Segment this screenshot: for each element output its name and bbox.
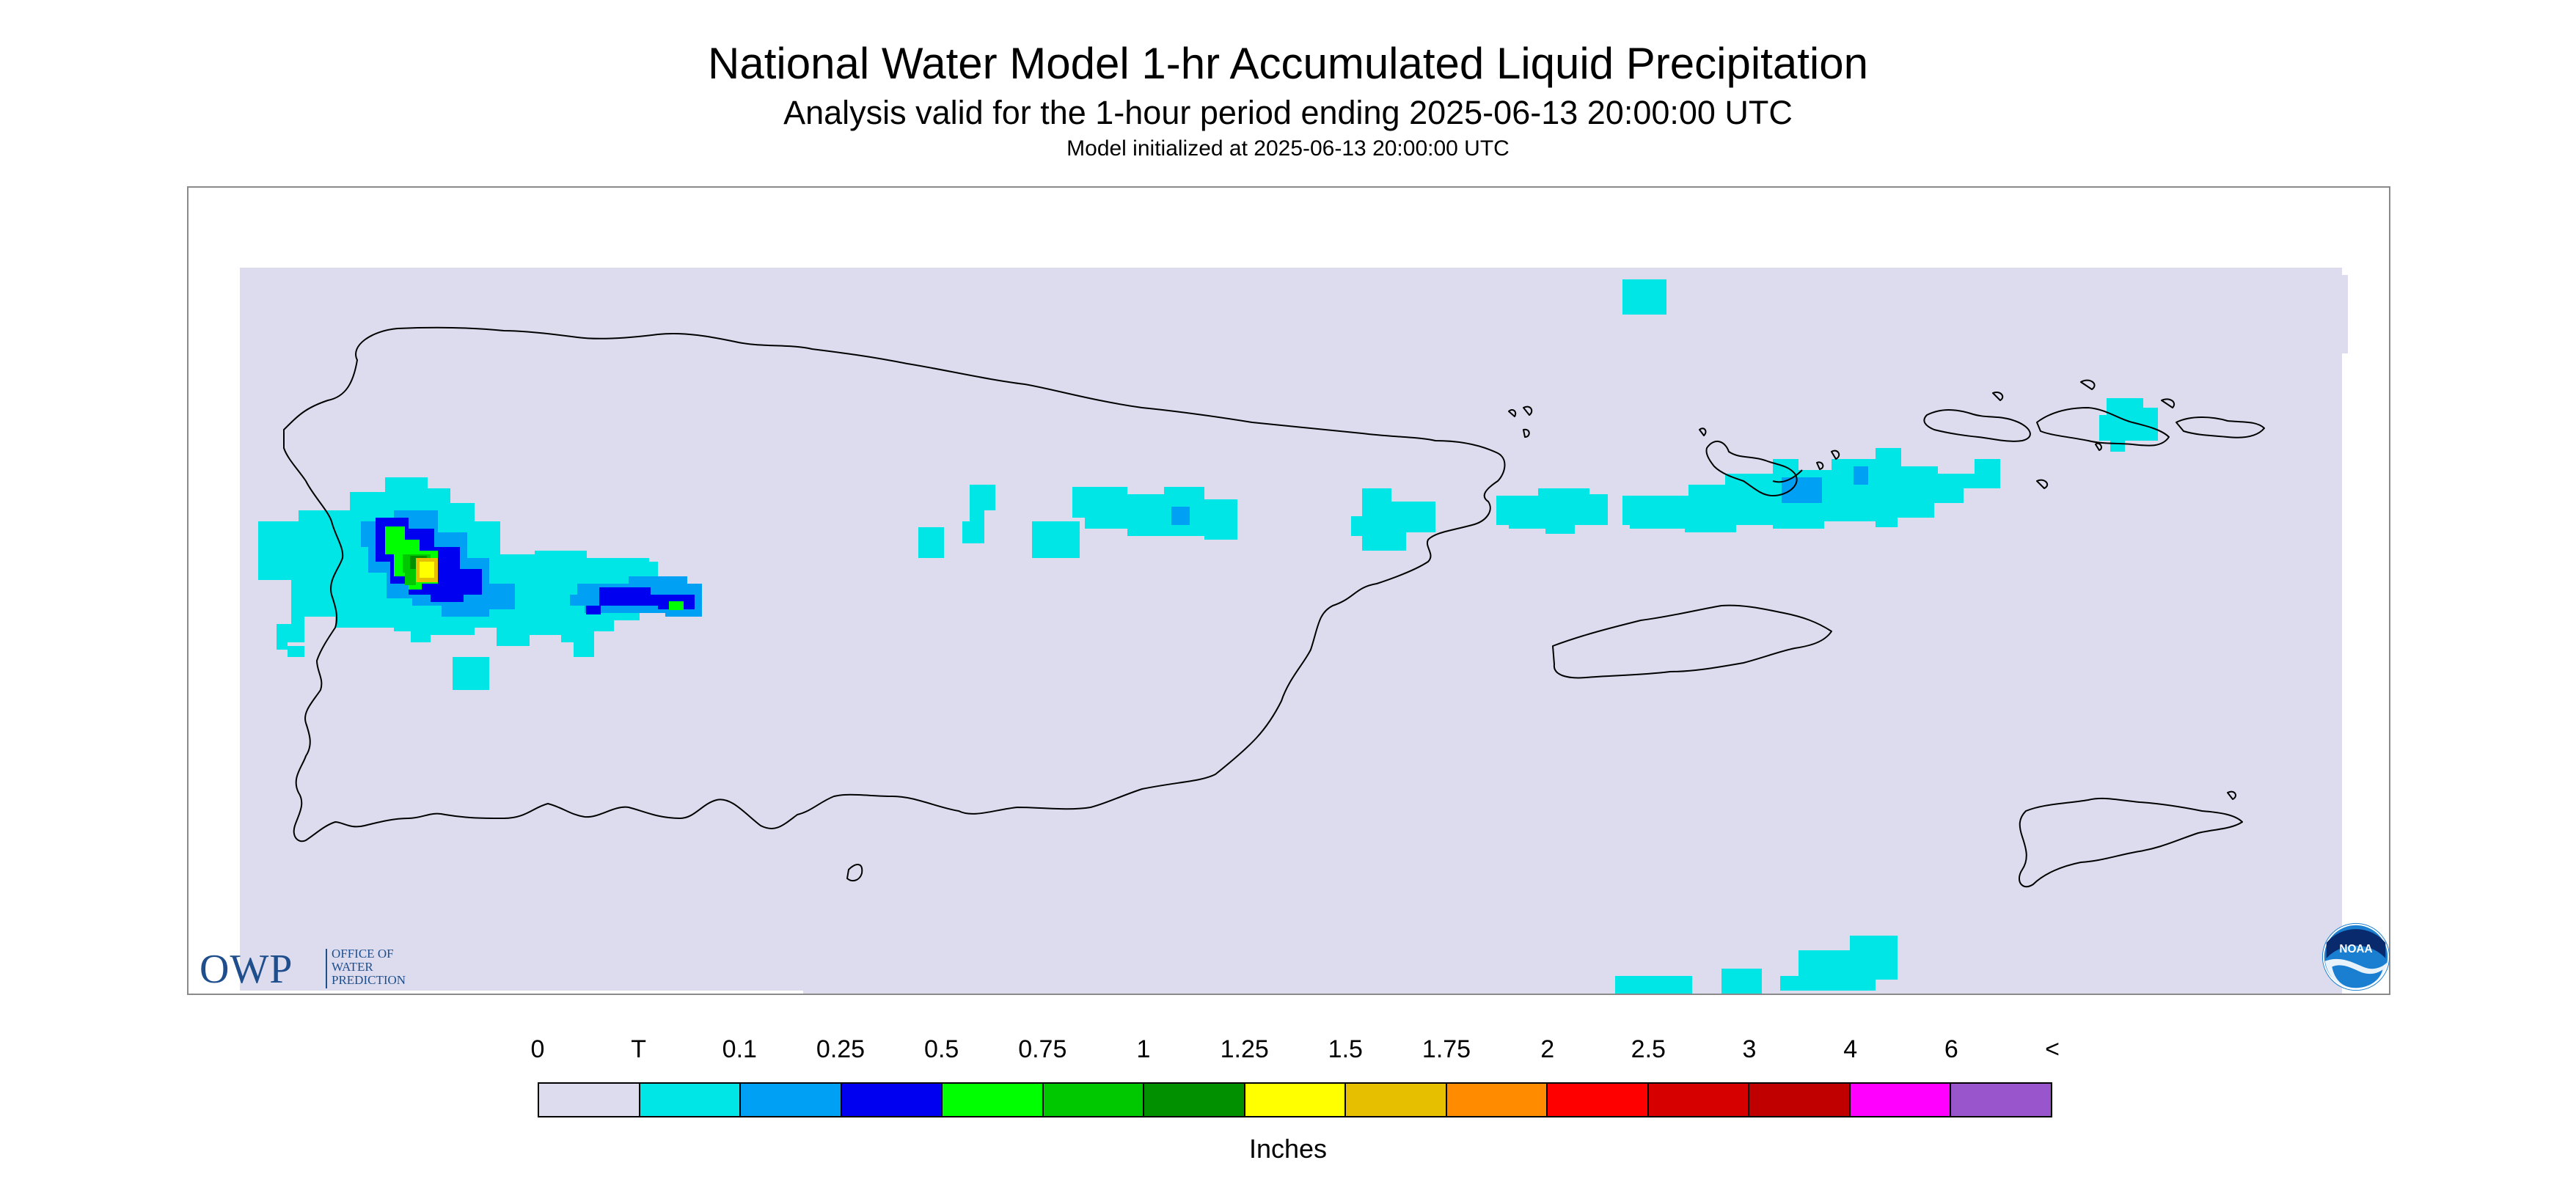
legend-label: 1 xyxy=(1136,1035,1151,1063)
coastline-st-john xyxy=(2036,407,2170,447)
coastline-mona-islet xyxy=(846,864,863,882)
legend-color-swatch xyxy=(1850,1084,1952,1116)
legend-color-swatch xyxy=(1144,1084,1245,1116)
coastline-culebrita xyxy=(1508,405,1533,438)
legend-label: 0.25 xyxy=(816,1035,866,1063)
legend-label: 1.75 xyxy=(1421,1035,1471,1063)
legend-label: 4 xyxy=(1843,1035,1858,1063)
precip-south-spot2 xyxy=(1721,969,1762,994)
owp-logo-letters: OWP xyxy=(200,947,293,992)
map-title: National Water Model 1-hr Accumulated Li… xyxy=(708,39,1868,88)
map-canvas xyxy=(240,268,2348,994)
legend-label: 0.1 xyxy=(722,1035,757,1063)
legend-label: 0 xyxy=(530,1035,545,1063)
coastline-puerto-rico xyxy=(283,326,1506,843)
precipitation-map xyxy=(187,186,2390,995)
legend-label: 6 xyxy=(1944,1035,1958,1063)
precip-east-band1 xyxy=(1351,488,1435,551)
legend-label: T xyxy=(631,1035,647,1063)
noaa-logo-text: NOAA xyxy=(2339,943,2372,955)
coastline-culebra-islets xyxy=(1699,427,1840,470)
legend-label: < xyxy=(2045,1035,2060,1063)
legend-color-swatch xyxy=(1446,1084,1548,1116)
legend-label: 1.25 xyxy=(1220,1035,1269,1063)
model-init-time: Model initialized at 2025-06-13 20:00:00… xyxy=(1066,136,1510,161)
coastline-st-thomas xyxy=(1923,409,2031,442)
coastline-vieques xyxy=(1552,604,1832,679)
precip-yellow-areas xyxy=(416,558,438,582)
model-domain-edge xyxy=(2338,275,2348,353)
precip-south-spot1 xyxy=(1615,976,1692,994)
precip-central-spot2 xyxy=(962,485,995,543)
precip-south-band1 xyxy=(1780,936,1898,991)
legend-color-swatch xyxy=(841,1084,943,1116)
precip-vieques-passage xyxy=(1496,488,1608,534)
coastline-bvi xyxy=(1992,379,2265,489)
legend-color-swatch xyxy=(1346,1084,1447,1116)
coastline-culebra xyxy=(1705,441,1803,496)
legend-label: 1.5 xyxy=(1328,1035,1363,1063)
owp-logo: OWP OFFICE OF WATER PREDICTION xyxy=(200,946,434,992)
legend-color-swatch xyxy=(1043,1084,1145,1116)
legend-color-swatch xyxy=(1749,1084,1851,1116)
legend-label: 2.5 xyxy=(1631,1035,1666,1063)
legend-color-swatch xyxy=(1951,1084,2051,1116)
legend-label: 0.5 xyxy=(924,1035,959,1063)
coastlines xyxy=(283,326,2265,888)
legend-color-swatch xyxy=(1548,1084,1649,1116)
precip-central-band xyxy=(1072,487,1237,540)
legend-label: 2 xyxy=(1540,1035,1555,1063)
legend-label: 0.75 xyxy=(1018,1035,1067,1063)
noaa-logo: NOAA xyxy=(2321,922,2390,991)
domain-notch xyxy=(240,991,803,994)
precip-central-spot1 xyxy=(918,527,944,558)
precip-st-thomas-spot xyxy=(2099,398,2158,452)
coastline-st-croix xyxy=(2019,790,2243,888)
map-subtitle: Analysis valid for the 1-hour period end… xyxy=(783,94,1793,131)
owp-logo-divider xyxy=(326,949,327,988)
owp-logo-subtext: OFFICE OF WATER PREDICTION xyxy=(332,947,406,987)
precip-west-spot xyxy=(453,657,489,690)
legend-label: 3 xyxy=(1742,1035,1757,1063)
precip-central-spot3 xyxy=(1032,521,1080,558)
legend-unit-label: Inches xyxy=(1248,1134,1328,1164)
precip-north-spot xyxy=(1622,279,1666,315)
legend-color-swatch xyxy=(741,1084,842,1116)
legend-color-swatch xyxy=(539,1084,640,1116)
legend-color-swatch xyxy=(943,1084,1044,1116)
legend-color-swatch xyxy=(1648,1084,1750,1116)
legend-color-swatch xyxy=(640,1084,742,1116)
legend-color-bar xyxy=(538,1082,2052,1117)
legend-labels: 0 T 0.1 0.25 0.5 0.75 1 1.25 1.5 1.75 2 … xyxy=(0,1035,2576,1069)
legend-color-swatch xyxy=(1245,1084,1347,1116)
